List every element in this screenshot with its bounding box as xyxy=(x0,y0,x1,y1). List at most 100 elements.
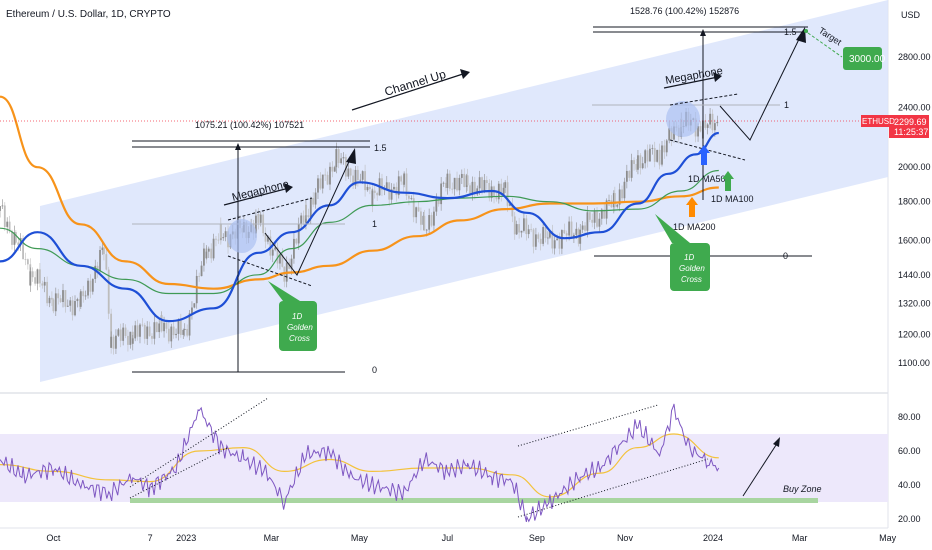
candle-body xyxy=(264,233,267,242)
candle-body xyxy=(511,203,514,217)
candle-body xyxy=(361,171,364,180)
time-axis[interactable]: Oct 7 2023 Mar May Jul Sep Nov 2024 Mar May xyxy=(46,533,896,543)
candle-body xyxy=(356,169,359,181)
candle-body xyxy=(458,177,461,191)
candle-body xyxy=(716,121,719,124)
candle-body xyxy=(203,248,205,266)
candle-body xyxy=(670,128,673,140)
candle-body xyxy=(267,236,269,242)
candle-body xyxy=(706,124,709,128)
candle-body xyxy=(412,198,415,218)
candle-body xyxy=(39,269,41,284)
candle-body xyxy=(259,214,262,223)
candle-body xyxy=(295,238,298,244)
candle-body xyxy=(333,167,336,172)
candle-body xyxy=(207,248,210,252)
candle-body xyxy=(165,322,168,329)
candle-body xyxy=(425,229,428,231)
candle-body xyxy=(628,170,631,178)
candle-body xyxy=(51,297,53,300)
candle-body xyxy=(446,173,449,188)
candle-body xyxy=(373,190,376,193)
candle-body xyxy=(179,320,182,335)
candle-body xyxy=(94,265,97,279)
megaphone-pattern-a[interactable]: Megaphone xyxy=(223,148,356,287)
candle-body xyxy=(417,207,420,212)
candle-body xyxy=(410,198,413,199)
price-tick-label: 1600.00 xyxy=(898,235,931,245)
rsi-axis[interactable]: 20.00 40.00 60.00 80.00 xyxy=(898,412,921,524)
candle-body xyxy=(89,280,92,292)
candle-body xyxy=(205,251,208,259)
price-axis[interactable]: 1100.00 1200.00 1320.00 1440.00 1600.00 1800.… xyxy=(898,52,931,368)
candle-body xyxy=(222,237,225,239)
candle-body xyxy=(520,230,523,233)
candle-body xyxy=(175,333,177,336)
candle-body xyxy=(24,259,27,261)
candle-body xyxy=(326,174,329,185)
candle-body xyxy=(66,305,69,307)
golden-cross-callout-b[interactable]: 1D Golden Cross xyxy=(655,214,710,291)
ma100-arrow xyxy=(722,171,734,191)
rsi-line xyxy=(0,403,720,523)
price-tick-label: 2400.00 xyxy=(898,102,931,112)
candle-body xyxy=(177,320,180,334)
time-tick-label: Oct xyxy=(46,533,61,543)
fib-a-0: 0 xyxy=(372,365,377,375)
candle-body xyxy=(183,328,186,330)
candle-body xyxy=(445,182,447,188)
target-value: 3000.00 xyxy=(849,54,886,65)
candle-body xyxy=(616,204,619,207)
candle-body xyxy=(570,221,573,237)
candle-body xyxy=(568,221,571,236)
candle-body xyxy=(658,159,661,165)
candle-body xyxy=(8,221,11,232)
candle-body xyxy=(131,338,134,344)
candle-body xyxy=(22,238,24,260)
candle-body xyxy=(515,224,518,235)
time-tick-label: Mar xyxy=(264,533,280,543)
golden-cross-b-line1: 1D xyxy=(684,253,694,262)
candle-body xyxy=(646,150,649,162)
time-tick-label: May xyxy=(351,533,369,543)
candle-body xyxy=(366,186,369,191)
candle-body xyxy=(3,205,6,227)
candle-body xyxy=(335,149,338,168)
candle-body xyxy=(500,183,503,196)
candle-body xyxy=(573,234,575,237)
candle-body xyxy=(71,300,74,316)
candle-body xyxy=(371,190,374,206)
price-tick-label: 1320.00 xyxy=(898,298,931,308)
fib-a-1-5: 1.5 xyxy=(374,143,387,153)
candle-body xyxy=(52,299,55,312)
target-value-box xyxy=(843,47,882,70)
rsi-tick-label: 80.00 xyxy=(898,412,921,422)
candle-body xyxy=(466,175,469,186)
candle-body xyxy=(340,158,342,164)
candle-body xyxy=(281,254,284,267)
candle-body xyxy=(78,299,81,307)
candle-body xyxy=(663,145,666,153)
candle-body xyxy=(274,247,277,250)
golden-cross-callout-a[interactable]: 1D Golden Cross xyxy=(268,281,317,351)
candle-body xyxy=(523,218,525,231)
rsi-buy-zone-bar xyxy=(130,498,818,503)
candle-body xyxy=(31,271,34,278)
candle-body xyxy=(257,214,260,223)
candle-body xyxy=(637,155,639,170)
candle-body xyxy=(490,186,493,199)
candle-body xyxy=(64,290,67,307)
candle-body xyxy=(613,193,616,207)
candle-body xyxy=(354,169,357,186)
candle-body xyxy=(186,328,189,336)
rsi-ma-line xyxy=(0,433,719,498)
candle-body xyxy=(170,326,173,342)
candle-body xyxy=(364,171,366,191)
candle-body xyxy=(59,298,62,303)
candle-body xyxy=(551,230,554,249)
candle-body xyxy=(347,168,350,177)
candle-body xyxy=(300,215,303,225)
candle-body xyxy=(146,326,149,339)
golden-cross-a-line3: Cross xyxy=(289,334,310,343)
